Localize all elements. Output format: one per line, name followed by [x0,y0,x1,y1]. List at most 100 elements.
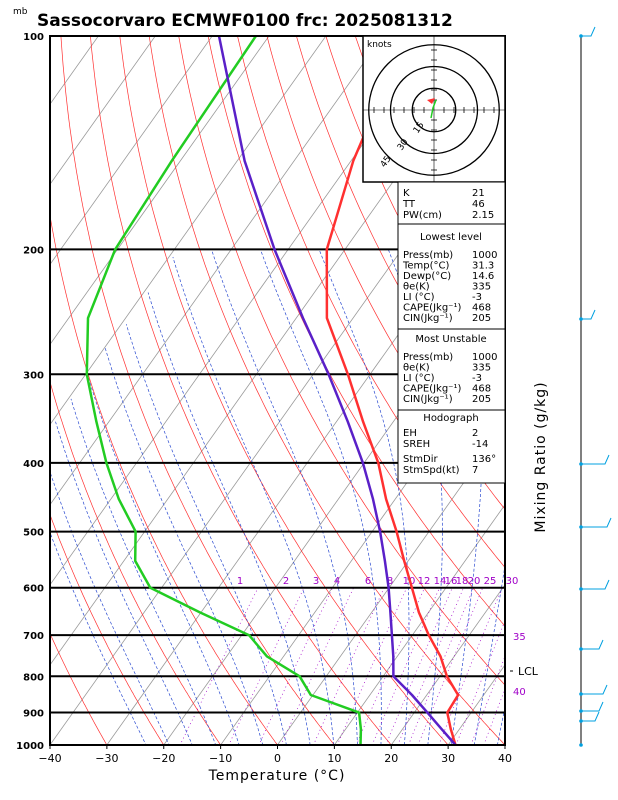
index-value: 46 [472,199,485,210]
temperature-tick-label: 0 [274,752,281,765]
wind-barb [581,309,596,320]
isotherm-line [50,36,270,346]
most-unstable-label: CIN(Jkg⁻¹) [403,394,453,405]
moist-adiabat-line [497,705,505,745]
mixing-ratio-label: 6 [365,576,371,587]
hodograph-trace [430,99,437,119]
wind-barb-column [579,26,612,747]
pressure-tick-label: 500 [23,528,44,539]
lcl-label: LCL [518,665,539,678]
lowest-level-label: LI (°C) [403,292,435,303]
mixing-ratio-line [408,587,474,745]
dry-adiabat-line [502,36,505,43]
pressure-tick-label: 1000 [16,741,44,752]
chart-title: Sassocorvaro ECMWF0100 frc: 2025081312 [37,11,453,31]
lowest-level-label: Temp(°C) [402,261,450,272]
mixing-ratio-label-40: 40 [513,687,526,698]
wind-barb [581,701,604,712]
most-unstable-value: 335 [472,363,491,374]
dry-adiabat-line [119,36,449,745]
pressure-tick-label: 600 [23,584,44,595]
sounding-profiles [85,36,460,745]
isotherm-line [0,20,53,760]
wind-barb [581,711,600,722]
wind-barb [581,639,604,650]
mixing-ratio-label: 16 [445,576,458,587]
mixing-ratio-label: 20 [468,576,481,587]
temperature-tick-label: 20 [384,752,398,765]
lowest-level-value: 31.3 [472,261,494,272]
table-frame [397,181,506,484]
mixing-ratio-line [470,655,505,745]
moist-adiabat-line [55,421,193,745]
dewpoint-profile-line [85,36,363,745]
hodograph-stat-label: EH [403,428,417,439]
mixing-ratio-line [483,687,505,745]
lowest-level-value: -3 [472,292,482,303]
mixing-ratio-line [371,587,440,745]
most-unstable-label: Press(mb) [403,352,453,363]
index-value: 2.15 [472,210,494,221]
mixing-ratio-label-35: 35 [513,632,526,643]
index-value: 21 [472,188,485,199]
pressure-tick-label: 400 [23,459,44,470]
isotherm-line [390,584,505,745]
most-unstable-value: 1000 [472,352,497,363]
temperature-tick-label: −40 [38,752,61,765]
dry-adiabat-line [148,36,505,745]
moist-adiabat-line [147,292,311,745]
lowest-level-label: Press(mb) [403,250,453,261]
mixing-ratio-axis-label: Mixing Ratio (g/kg) [533,381,549,532]
index-label: TT [402,199,416,210]
hodograph-stat-value: 7 [472,465,478,476]
dry-adiabat-line [90,36,392,745]
moist-adiabat-line [260,249,382,745]
dry-adiabat-line [50,513,165,745]
temperature-tick-label: −30 [95,752,118,765]
temperature-tick-label: 30 [441,752,455,765]
wind-barb [581,517,612,528]
mixing-ratio-label: 4 [334,576,340,587]
hodograph-stat-label: SREH [403,439,430,450]
lowest-level-label: θe(K) [403,282,430,293]
pressure-tick-label: 200 [23,245,44,256]
isotherm-line [50,36,327,426]
mixing-ratio-label: 14 [434,576,447,587]
wind-barb [581,26,596,37]
isotherm-line [276,423,505,745]
mixing-ratio-line [179,587,259,745]
mixing-ratio-label: 30 [506,576,519,587]
most-unstable-label: LI (°C) [403,373,435,384]
most-unstable-title: Most Unstable [415,334,486,345]
temperature-tick-label: 40 [498,752,512,765]
thermodynamic-background [0,20,505,760]
hodograph-units: knots [367,40,392,50]
pressure-tick-label: 800 [23,672,44,683]
mixing-ratio-line [455,619,505,745]
parcel-profile-line [217,36,457,745]
mixing-ratio-label: 2 [283,576,289,587]
x-axis-label: Temperature (°C) [208,768,346,784]
wind-barb [581,454,610,465]
dry-adiabat-line [237,36,505,569]
temperature-tick-label: −20 [152,752,175,765]
moist-adiabat-line [473,563,505,745]
hodograph: knots 15 30 45 [362,35,506,183]
most-unstable-value: 468 [472,384,491,395]
mixing-ratio-label: 8 [387,576,393,587]
moist-adiabat-line [318,249,410,745]
pressure-tick-labels: 100 200 300 400 500 600 700 800 900 1000 [16,32,44,752]
lowest-level-value: 205 [472,313,491,324]
dry-adiabat-line [266,36,505,510]
mixing-ratio-label: 25 [484,576,497,587]
isotherm-line [50,36,384,506]
mixing-ratio-line [397,587,464,745]
index-label: PW(cm) [403,210,442,221]
moist-adiabat-line [70,398,217,745]
most-unstable-value: -3 [472,373,482,384]
mixing-ratio-label: 3 [313,576,319,587]
hodograph-stat-value: -14 [472,439,488,450]
lowest-level-value: 335 [472,282,491,293]
lowest-level-label: CAPE(Jkg⁻¹) [403,303,461,314]
